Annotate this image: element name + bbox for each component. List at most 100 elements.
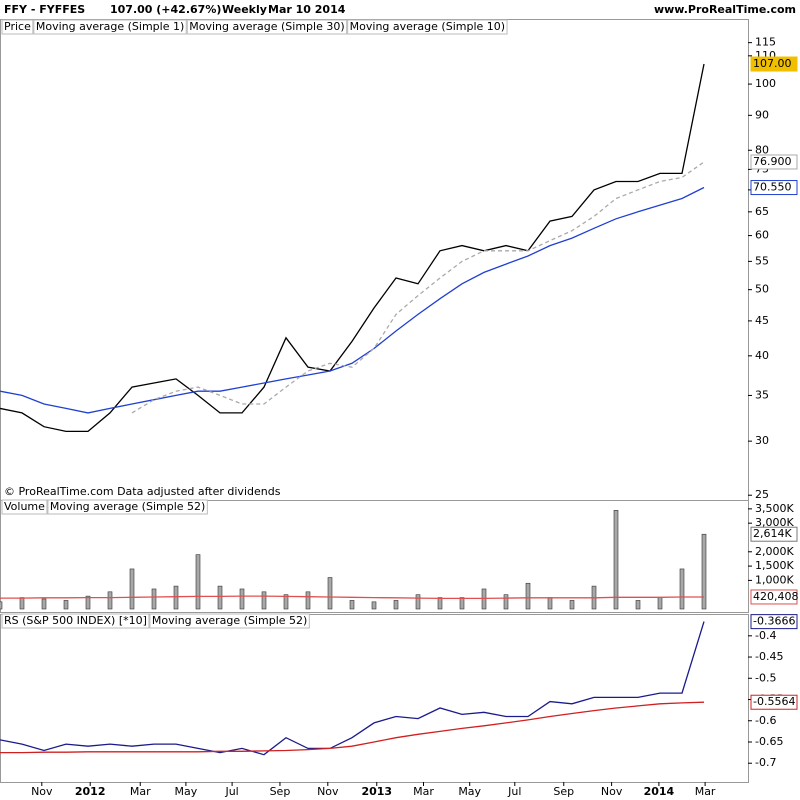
y-tick-label: 1,000K (755, 573, 794, 586)
legend-entry: Moving average (Simple 52) (50, 500, 205, 513)
volume-bar (129, 568, 135, 610)
volume-bar (151, 588, 157, 610)
x-tick-label: Nov (601, 785, 623, 798)
site: www.ProRealTime.com (654, 3, 796, 16)
last-value-label: 70.550 (753, 181, 792, 194)
volume-bar (283, 594, 289, 610)
x-tick-label: 2014 (644, 785, 675, 798)
last-value-box (750, 180, 798, 196)
footnote: © ProRealTime.com Data adjusted after di… (4, 485, 281, 498)
x-tick-label: Jul (507, 785, 521, 798)
last-price: 107.00 (+42.67%) (110, 3, 221, 16)
period: Weekly (222, 3, 267, 16)
x-tick-label: 2012 (75, 785, 106, 798)
legend-entry: Moving average (Simple 52) (152, 614, 307, 627)
x-tick-label: Sep (270, 785, 291, 798)
volume-bar (63, 600, 69, 610)
legend-box (33, 19, 187, 35)
last-value-box (750, 589, 798, 605)
legend-entry: RS (S&P 500 INDEX) [*10] (4, 614, 147, 627)
last-value-box (750, 154, 798, 170)
legend-box (1, 613, 150, 629)
volume-bar (261, 591, 267, 610)
volume-bar (41, 598, 47, 610)
y-tick-label: 1,500K (755, 559, 794, 572)
last-value-box (750, 56, 798, 72)
series-line (0, 621, 705, 756)
y-tick-label: -0.7 (755, 756, 776, 769)
legend-entry: Moving average (Simple 1) (36, 20, 184, 33)
legend-box (1, 499, 48, 515)
x-tick-label: Nov (31, 785, 53, 798)
x-tick-label: Mar (130, 785, 151, 798)
y-tick-label: 55 (755, 254, 769, 267)
legend-box (149, 613, 310, 629)
volume-bar (327, 577, 333, 610)
y-tick-label: 80 (755, 143, 769, 156)
volume-bar (107, 591, 113, 610)
series-line (0, 63, 705, 433)
last-value-label: -0.5564 (753, 695, 795, 708)
y-tick-label: -0.6 (755, 714, 776, 727)
y-tick-label: -0.45 (755, 650, 783, 663)
y-tick-label: -0.65 (755, 735, 783, 748)
legend-box (347, 19, 508, 35)
x-tick-label: Jul (224, 785, 238, 798)
last-value-box (750, 694, 798, 710)
y-tick-label: 3,500K (755, 502, 794, 515)
series-line (0, 186, 705, 414)
volume-bar (393, 600, 399, 610)
legend-box (186, 19, 348, 35)
y-tick-label: -0.5 (755, 671, 776, 684)
y-tick-label: 30 (755, 434, 769, 447)
legend-entry: Volume (4, 500, 45, 513)
volume-bar (525, 582, 531, 610)
last-value-box (750, 526, 798, 542)
y-tick-label: 40 (755, 349, 769, 362)
x-tick-label: 2013 (361, 785, 392, 798)
volume-bar (19, 597, 25, 610)
volume-bar (437, 597, 443, 610)
last-value-label: 76.900 (753, 155, 792, 168)
y-tick-label: 65 (755, 205, 769, 218)
legend-entry: Moving average (Simple 10) (350, 20, 505, 33)
volume-bar (657, 597, 663, 610)
volume-bar (305, 591, 311, 610)
volume-bar (371, 601, 377, 610)
x-tick-label: May (458, 785, 481, 798)
volume-bar (217, 585, 223, 610)
volume-bar (173, 585, 179, 610)
volume-bar (613, 509, 619, 610)
volume-bar (239, 588, 245, 610)
y-tick-label: 25 (755, 488, 769, 501)
series-line (0, 595, 704, 600)
legend-box (1, 19, 34, 35)
legend-entry: Price (4, 20, 31, 33)
volume-bar (459, 597, 465, 610)
y-tick-label: -0.4 (755, 629, 776, 642)
last-value-label: 2,614K (753, 527, 792, 540)
volume-bar (503, 594, 509, 610)
x-tick-label: Mar (695, 785, 716, 798)
volume-bar (569, 600, 575, 610)
volume-bar (701, 533, 707, 610)
volume-bar (679, 568, 685, 610)
y-tick-label: 3,000K (755, 516, 794, 529)
volume-bar (349, 600, 355, 610)
x-tick-label: May (175, 785, 198, 798)
last-value-label: -0.3666 (753, 615, 795, 628)
y-tick-label: 90 (755, 108, 769, 121)
panel-frame (0, 614, 749, 783)
legend-entry: Moving average (Simple 30) (189, 20, 344, 33)
last-value-label: 107.00 (753, 57, 792, 70)
last-value-label: 420,408 (753, 590, 799, 603)
volume-bar (85, 595, 91, 610)
y-tick-label: 45 (755, 314, 769, 327)
series-line (0, 701, 705, 754)
y-tick-label: 60 (755, 229, 769, 242)
volume-bar (0, 601, 3, 610)
date: Mar 10 2014 (268, 3, 346, 16)
volume-bar (415, 594, 421, 610)
